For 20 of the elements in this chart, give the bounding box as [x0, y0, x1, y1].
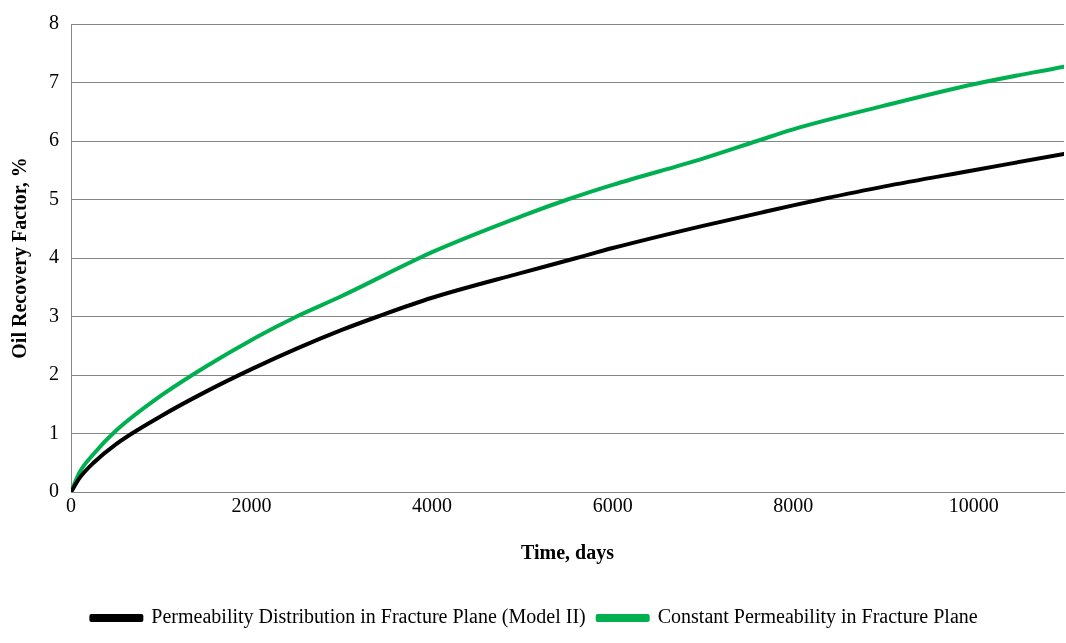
legend-label: Constant Permeability in Fracture Plane	[657, 605, 978, 629]
y-tick-label: 4	[49, 245, 59, 268]
x-tick-label: 4000	[412, 494, 453, 517]
line-series	[71, 151, 1064, 492]
x-tick-label: 10000	[948, 494, 999, 517]
x-axis-title: Time, days	[521, 541, 615, 565]
legend-label: Permeability Distribution in Fracture Plane (Model II)	[151, 605, 586, 629]
y-tick-label: 8	[49, 11, 59, 34]
x-tick-label: 6000	[592, 494, 633, 517]
y-tick-label: 5	[49, 186, 59, 209]
y-tick-label: 0	[49, 479, 59, 502]
x-tick-label: 8000	[773, 494, 814, 517]
y-tick-label: 7	[49, 69, 59, 92]
y-tick-label: 1	[49, 420, 59, 443]
y-tick-label: 2	[49, 362, 59, 385]
x-tick-label: 0	[66, 494, 76, 517]
y-tick-label: 6	[49, 128, 59, 151]
y-tick-label: 3	[49, 303, 59, 326]
y-axis-title: Oil Recovery Factor, %	[8, 157, 32, 359]
x-tick-label: 2000	[231, 494, 272, 517]
